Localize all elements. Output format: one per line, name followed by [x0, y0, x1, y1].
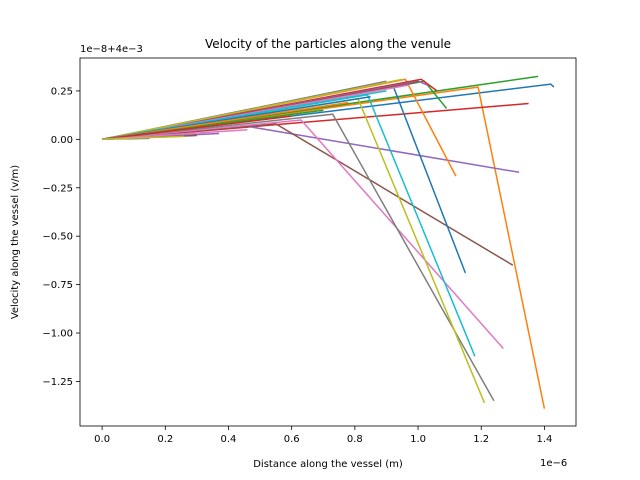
y-tick-label: −1.25 [42, 377, 73, 388]
y-tick-label: 0.25 [51, 86, 73, 97]
chart-title: Velocity of the particles along the venu… [205, 37, 451, 51]
plot-area [101, 75, 555, 409]
series-line-8 [102, 113, 495, 402]
y-tick-label: −0.50 [42, 232, 73, 243]
series-line-7 [102, 119, 504, 349]
y-tick-label: 0.00 [51, 135, 73, 146]
series-line-6 [102, 123, 514, 266]
series-line-29 [102, 135, 185, 141]
x-tick-label: 1.4 [536, 434, 552, 445]
axes-frame [79, 57, 577, 427]
x-axis-label: Distance along the vessel (m) [253, 459, 403, 470]
x-tick-label: 0.0 [94, 434, 110, 445]
y-axis-label: Velocity along the vessel (v/m) [10, 165, 21, 319]
x-tick-label: 0.2 [157, 434, 173, 445]
x-tick-label: 1.2 [473, 434, 489, 445]
y-offset-label: 1e−8+4e−3 [80, 44, 143, 55]
series-line-24 [102, 115, 292, 141]
x-offset-label: 1e−6 [540, 458, 567, 469]
x-axis: 0.0 0.2 0.4 0.6 0.8 1.0 1.2 1.4 [94, 426, 552, 445]
y-tick-label: −0.25 [42, 183, 73, 194]
series-line-9 [101, 97, 486, 404]
x-tick-label: 1.0 [410, 434, 426, 445]
y-tick-label: −0.75 [42, 280, 73, 291]
y-tick-label: −1.00 [42, 329, 73, 340]
x-tick-label: 0.6 [284, 434, 300, 445]
series-line-19 [101, 78, 403, 141]
x-tick-label: 0.8 [347, 434, 363, 445]
y-axis: 0.25 0.00 −0.25 −0.50 −0.75 −1.00 −1.25 [42, 86, 80, 388]
x-tick-label: 0.4 [221, 434, 237, 445]
